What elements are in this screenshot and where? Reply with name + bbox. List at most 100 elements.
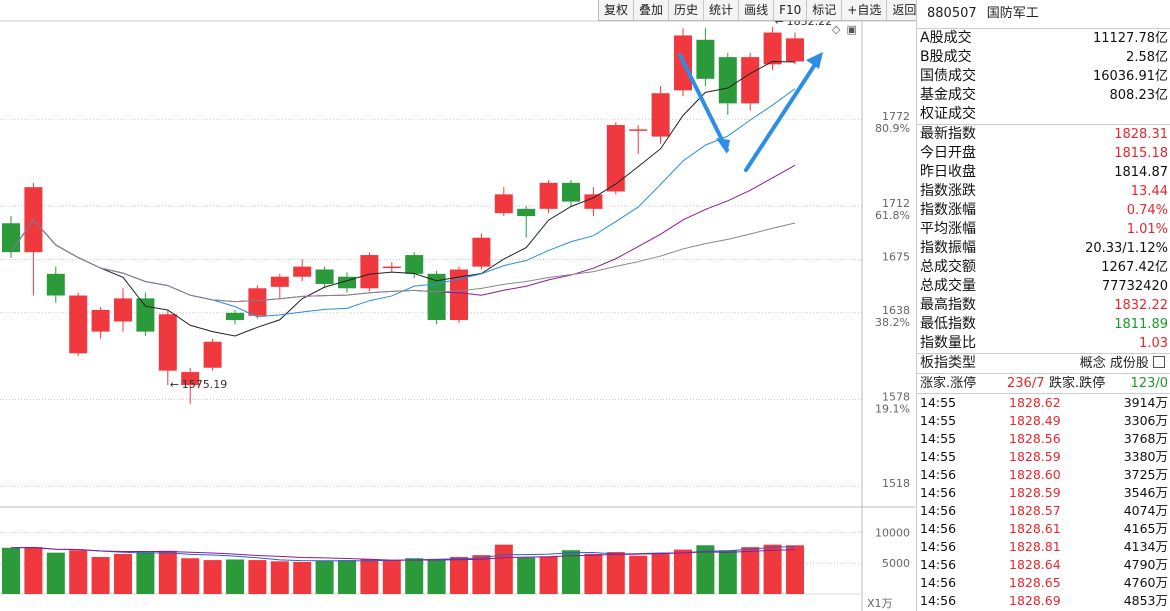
- candle-body: [338, 276, 356, 289]
- ma60-line: [10, 218, 796, 303]
- trade-price: 1828.62: [1009, 395, 1061, 410]
- fuquan-button[interactable]: 复权: [599, 0, 635, 20]
- trade-price: 1828.59: [1009, 485, 1061, 500]
- stat-row: 最新指数 1828.31: [917, 125, 1170, 144]
- stat-row: 昨日收盘 1814.87: [917, 163, 1170, 182]
- fall-value: 123/0: [1130, 376, 1168, 391]
- trade-volume: 4853万: [1123, 593, 1168, 608]
- overlay-button[interactable]: 叠加: [634, 0, 670, 20]
- turnover-row: 基金成交 808.23亿: [917, 86, 1170, 105]
- trade-time: 14:56: [920, 593, 957, 608]
- trade-volume: 3725万: [1123, 467, 1168, 482]
- trade-volume: 4760万: [1123, 575, 1168, 590]
- candle-body: [606, 125, 625, 192]
- volume-bar: [494, 544, 513, 594]
- trade-price: 1828.59: [1009, 449, 1061, 464]
- candle-body: [786, 38, 804, 62]
- candle-body: [696, 39, 715, 79]
- board-type-value[interactable]: 概念 成份股: [1080, 354, 1165, 373]
- volume-bar: [203, 560, 222, 594]
- drawn-down-arrowhead: [716, 138, 730, 154]
- volume-bar: [763, 544, 782, 594]
- volume-bar: [405, 558, 424, 594]
- stat-label: 最高指数: [920, 297, 976, 313]
- turnover-value: 11127.78亿: [1092, 31, 1168, 46]
- candle-body: [382, 266, 401, 269]
- panel-title: 880507 国防军工: [917, 0, 1170, 29]
- trade-row: 14:56 1828.65 4760万: [917, 574, 1170, 592]
- trade-time: 14:55: [920, 449, 957, 464]
- stat-label: 指数量比: [920, 335, 976, 351]
- turnover-label: B股成交: [920, 49, 972, 65]
- volume-bar: [562, 550, 580, 594]
- stat-label: 平均涨幅: [920, 221, 976, 237]
- kline-chart-area[interactable]: 1772 80.9% 1712 61.8% 1675 1638 38.2% 1578 19.1%…: [0, 0, 923, 611]
- candle-body: [69, 295, 88, 354]
- volume-bar: [539, 556, 558, 594]
- turnover-value: 16036.91亿: [1092, 69, 1168, 84]
- volume-bar: [517, 557, 536, 594]
- list-icon[interactable]: [1153, 356, 1165, 368]
- candle-body: [114, 298, 132, 322]
- stat-value: 1828.31: [1114, 127, 1168, 142]
- diamond-icon[interactable]: ◇: [832, 23, 841, 36]
- trade-price: 1828.57: [1009, 503, 1061, 518]
- trade-time: 14:56: [920, 485, 957, 500]
- candle-body: [181, 372, 200, 386]
- ma5-line: [10, 60, 796, 337]
- history-button[interactable]: 历史: [669, 0, 705, 20]
- volume-bar: [696, 545, 715, 594]
- trade-row: 14:56 1828.64 4790万: [917, 556, 1170, 574]
- price-tick-label: 1638: [882, 304, 910, 317]
- trade-volume: 3380万: [1123, 449, 1168, 464]
- trade-time: 14:55: [920, 413, 957, 428]
- fall-label: 跌家.跌停: [1049, 376, 1106, 391]
- f10-button[interactable]: F10: [774, 0, 808, 20]
- stat-value: 1811.89: [1114, 317, 1168, 332]
- draw-line-button[interactable]: 画线: [739, 0, 775, 20]
- percent-tick-label: 38.2%: [875, 316, 910, 329]
- trade-volume: 4165万: [1123, 521, 1168, 536]
- stat-label: 总成交量: [920, 278, 976, 294]
- volume-bar: [114, 553, 132, 594]
- price-tick-label: 1578: [882, 391, 910, 404]
- candle-body: [763, 32, 782, 65]
- stats-section: 最新指数 1828.31 今日开盘 1815.18 昨日收盘 1814.87 指数涨跌 13.…: [917, 124, 1170, 353]
- add-watchlist-button[interactable]: +自选: [842, 0, 888, 20]
- turnover-label: 基金成交: [920, 87, 976, 103]
- volume-bar: [651, 553, 670, 594]
- volume-bar: [181, 558, 200, 594]
- board-type-row: 板指类型 概念 成份股: [917, 353, 1170, 373]
- candle-body: [293, 266, 312, 277]
- trade-time: 14:56: [920, 557, 957, 572]
- candle-body: [91, 309, 110, 332]
- candle-body: [450, 269, 468, 321]
- volume-ma10-line: [10, 546, 796, 561]
- candle-body: [360, 255, 379, 289]
- volume-bar: [382, 560, 401, 594]
- stat-value: 0.74%: [1126, 203, 1168, 218]
- trade-volume: 3768万: [1123, 431, 1168, 446]
- low-price-label: 1575.19: [182, 378, 228, 391]
- candle-body: [248, 288, 267, 316]
- mark-button[interactable]: 标记: [807, 0, 843, 20]
- candle-body: [405, 255, 424, 274]
- stat-label: 昨日收盘: [920, 164, 976, 180]
- stat-label: 最新指数: [920, 126, 976, 142]
- volume-bar: [24, 547, 43, 594]
- turnover-label: 权证成交: [920, 106, 976, 122]
- tick-trades-list[interactable]: 14:55 1828.62 3914万 14:55 1828.49 3306万 14:55 1…: [917, 394, 1170, 610]
- turnover-value: 808.23亿: [1109, 88, 1169, 103]
- stat-value: 1832.22: [1114, 298, 1168, 313]
- trade-row: 14:55 1828.59 3380万: [917, 448, 1170, 466]
- percent-tick-label: 61.8%: [875, 209, 910, 222]
- window-toggle-icon[interactable]: ▣: [846, 23, 857, 36]
- volume-bar: [270, 561, 289, 594]
- volume-bar: [360, 559, 379, 594]
- statistics-button[interactable]: 统计: [704, 0, 740, 20]
- trade-price: 1828.56: [1009, 431, 1061, 446]
- price-tick-label: 1772: [882, 110, 910, 123]
- trade-volume: 3306万: [1123, 413, 1168, 428]
- candle-body: [494, 194, 513, 214]
